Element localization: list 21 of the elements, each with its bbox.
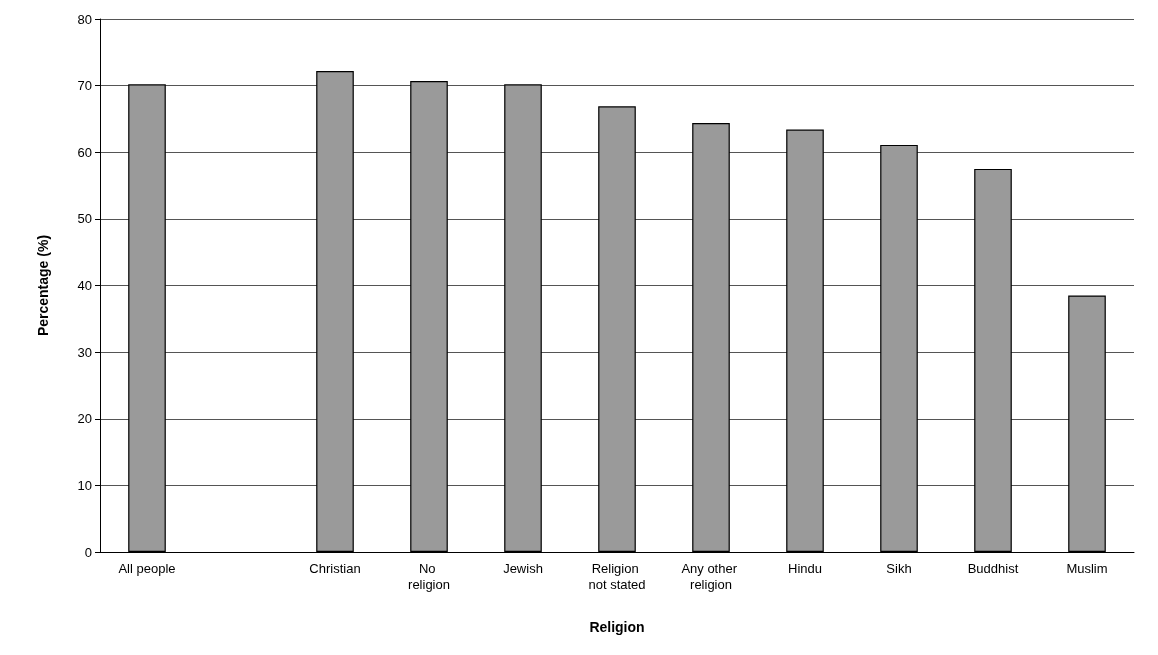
y-tick-label: 30 xyxy=(77,344,92,360)
y-tick-label: 20 xyxy=(77,411,92,427)
x-tick-label: Jewish xyxy=(503,560,543,576)
x-tick-label: All people xyxy=(118,560,176,576)
y-tick-label: 70 xyxy=(77,78,92,94)
y-tick-label: 60 xyxy=(77,144,92,160)
x-tick-label: Religion not stated xyxy=(588,560,646,592)
x-tick-label: Buddhist xyxy=(967,560,1019,576)
x-tick-label: Muslim xyxy=(1066,560,1108,576)
y-tick-label: 40 xyxy=(77,278,92,293)
y-tick-label: 50 xyxy=(77,211,92,227)
x-tick-label: Any other religion xyxy=(681,560,741,592)
x-tick-label: No religion xyxy=(408,560,450,592)
x-tick-label: Christian xyxy=(309,560,361,576)
x-tick-label: Sikh xyxy=(886,560,912,576)
x-tick-label: Hindu xyxy=(788,560,822,576)
x-axis-title: Religion xyxy=(589,619,645,635)
y-axis-title: Percentage (%) xyxy=(35,234,51,337)
y-tick-label: 80 xyxy=(77,11,92,27)
y-tick-label: 0 xyxy=(84,544,92,560)
y-tick-label: 10 xyxy=(77,477,92,493)
